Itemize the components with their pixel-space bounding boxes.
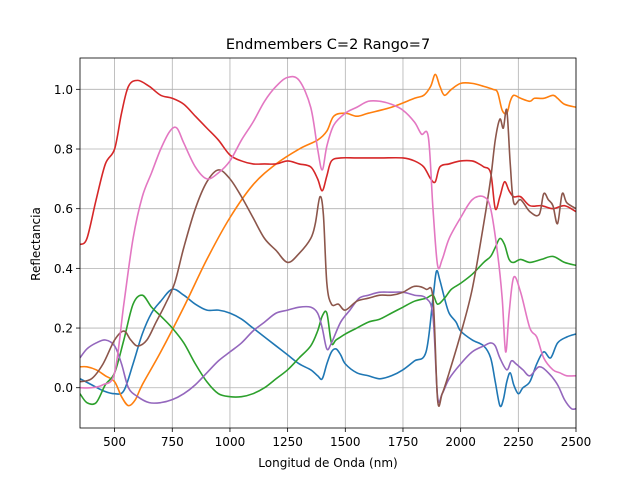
series-line-7 bbox=[80, 75, 576, 389]
y-axis-label: Reflectancia bbox=[29, 207, 43, 281]
y-tick-label: 0.8 bbox=[54, 143, 73, 157]
x-tick-label: 1250 bbox=[272, 435, 303, 449]
y-tick-label: 0.4 bbox=[54, 262, 73, 276]
x-tick-label: 1000 bbox=[215, 435, 246, 449]
x-tick-label: 500 bbox=[103, 435, 126, 449]
x-tick-label: 750 bbox=[161, 435, 184, 449]
series-layer bbox=[80, 73, 576, 411]
series-line-3 bbox=[80, 237, 576, 406]
y-tick-label: 1.0 bbox=[54, 83, 73, 97]
series-line-6 bbox=[80, 108, 576, 407]
x-axis-label: Longitud de Onda (nm) bbox=[258, 456, 397, 470]
x-tick-label: 1500 bbox=[330, 435, 361, 449]
series-line-4 bbox=[80, 79, 576, 246]
y-tick-label: 0.0 bbox=[54, 381, 73, 395]
x-tick-label: 2000 bbox=[445, 435, 476, 449]
x-tick-label: 2500 bbox=[561, 435, 592, 449]
series-line-2 bbox=[80, 73, 576, 407]
ticks: 500 750 1000 1250 1500 1750 2000 2250 2500 0.0 0.2… bbox=[54, 83, 591, 449]
y-tick-label: 0.6 bbox=[54, 202, 73, 216]
plot-frame bbox=[79, 57, 577, 429]
series-line-5 bbox=[80, 291, 576, 411]
x-tick-label: 2250 bbox=[503, 435, 534, 449]
series-line-1 bbox=[80, 269, 576, 408]
y-tick-label: 0.2 bbox=[54, 322, 73, 336]
chart-title: Endmembers C=2 Rango=7 bbox=[226, 37, 430, 53]
x-tick-label: 1750 bbox=[388, 435, 419, 449]
